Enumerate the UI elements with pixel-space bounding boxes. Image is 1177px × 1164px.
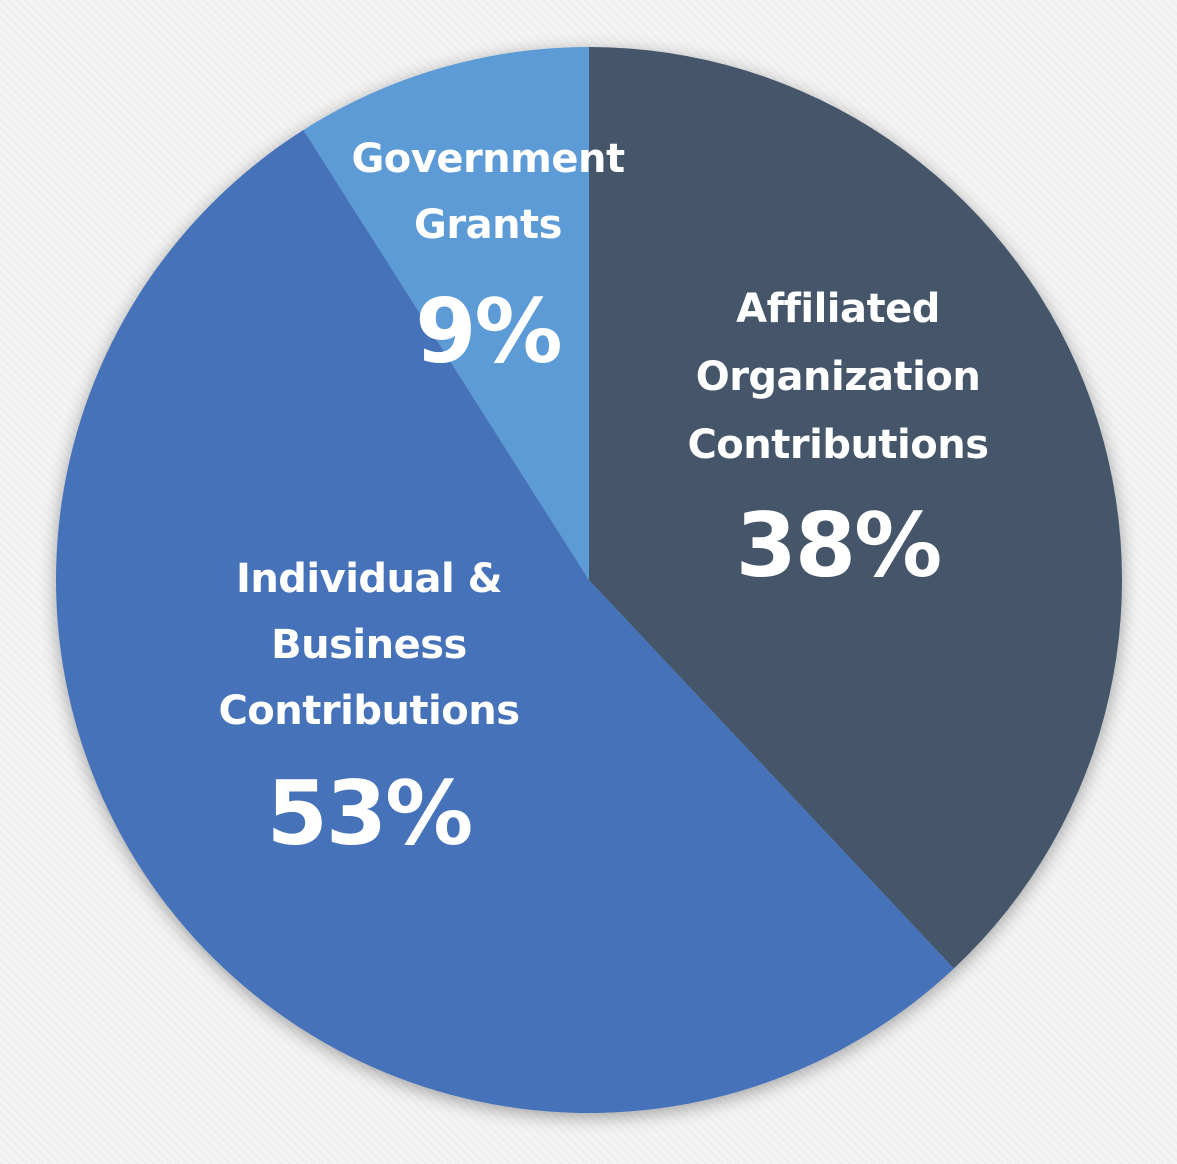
slice-name-line: Contributions [687,422,988,468]
slice-name-line: Business [271,622,467,668]
pie-slice-2 [303,46,589,580]
slice-name-1: Individual & Business Contributions [218,556,519,734]
slice-name-line: Organization [696,354,981,400]
slice-name-line: Affiliated [736,286,940,332]
slice-label-2: Government Grants 9% [351,136,625,383]
slice-value-label-0: 38% [736,494,941,597]
slice-name-2: Government Grants [351,136,625,248]
slice-name-line: Government [351,136,625,182]
pie-slice-0 [589,47,1123,969]
slice-label-1: Individual & Business Contributions 53% [218,556,520,865]
slice-label-0: Affiliated Organization Contributions 38% [687,286,989,597]
slice-value-label-2: 9% [415,280,560,383]
pie-slice-1 [55,129,954,1114]
slices-layer [55,46,1123,1114]
slice-name-0: Affiliated Organization Contributions [687,286,988,468]
labels-layer: Affiliated Organization Contributions 38% In… [218,136,989,865]
slice-value-label-1: 53% [267,762,472,865]
slice-name-line: Grants [414,202,562,248]
slice-name-line: Individual & [236,556,502,602]
slice-name-line: Contributions [218,688,519,734]
